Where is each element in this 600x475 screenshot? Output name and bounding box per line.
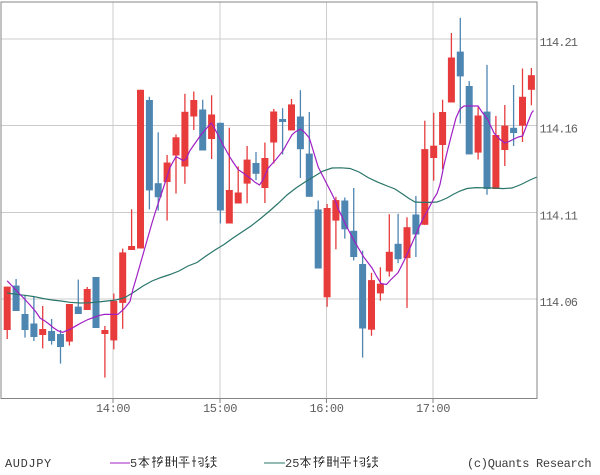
svg-text:114.21: 114.21: [540, 36, 578, 50]
svg-text:114.06: 114.06: [540, 296, 578, 310]
svg-text:17:00: 17:00: [416, 402, 450, 416]
svg-text:5: 5: [130, 457, 137, 471]
svg-text:15:00: 15:00: [203, 402, 237, 416]
svg-text:14:00: 14:00: [96, 402, 130, 416]
svg-text:114.11: 114.11: [540, 209, 578, 223]
svg-text:16:00: 16:00: [310, 402, 344, 416]
svg-text:114.16: 114.16: [540, 123, 578, 137]
svg-text:AUDJPY: AUDJPY: [5, 457, 52, 471]
svg-text:25: 25: [285, 457, 299, 471]
svg-text:(c)Quants Research: (c)Quants Research: [467, 457, 591, 471]
